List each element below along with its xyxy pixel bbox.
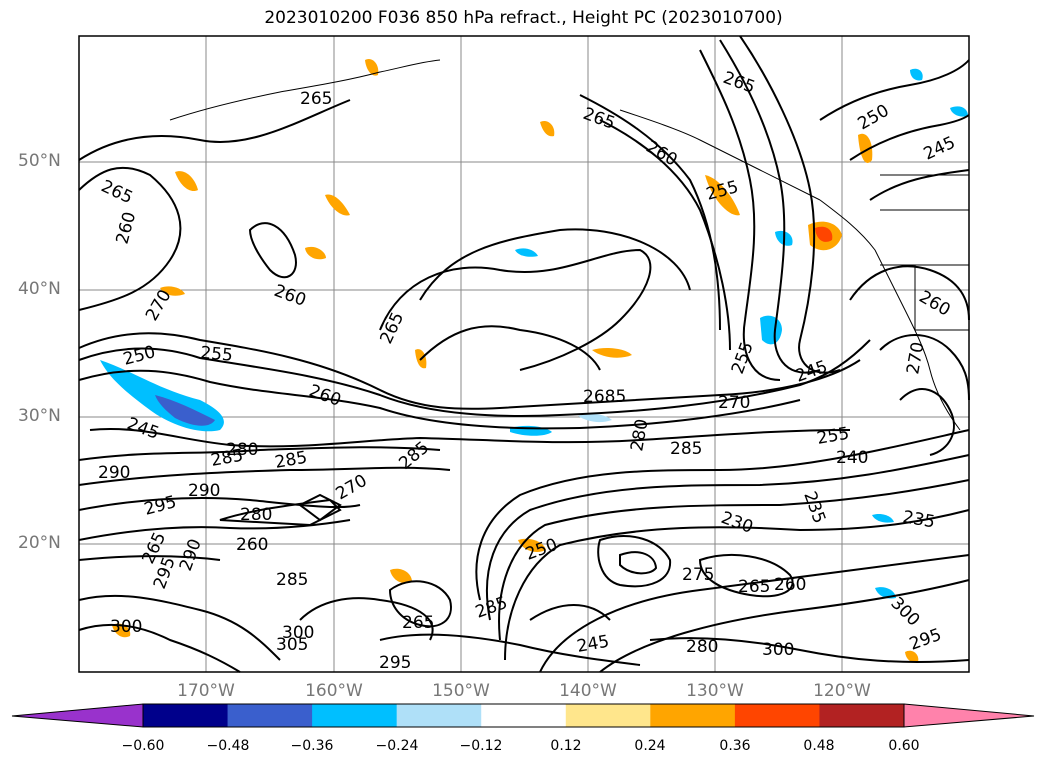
positive-anomaly-patch [160, 286, 185, 296]
contour-label: 265 [300, 89, 332, 109]
contour-label: 265 [402, 613, 434, 633]
colorbar-segment [481, 704, 567, 727]
contour-label: 290 [188, 481, 220, 501]
contour-label: 280 [226, 440, 258, 460]
contour-label: 2685 [583, 387, 626, 407]
colorbar-extend-low [11, 703, 144, 728]
positive-anomaly-patch [815, 226, 833, 242]
lat-label-30n: 30°N [18, 406, 61, 426]
colorbar-segment [227, 704, 313, 727]
lat-label-20n: 20°N [18, 533, 61, 553]
colorbar-tick-label: 0.36 [719, 738, 751, 754]
colorbar-segments [143, 704, 905, 727]
contour-label: 300 [110, 617, 142, 637]
colorbar-extend-high [903, 703, 1035, 728]
lon-label-140w: 140°W [559, 681, 617, 701]
contour-label: 295 [379, 653, 411, 673]
negative-anomaly-patch [155, 395, 215, 426]
colorbar-segment [396, 704, 482, 727]
colorbar-tick-label: −0.60 [121, 738, 165, 754]
map-title: 2023010200 F036 850 hPa refract., Height… [264, 8, 783, 28]
negative-anomaly-patch [872, 513, 894, 523]
negative-anomaly-patch [578, 413, 612, 423]
lon-label-130w: 130°W [686, 681, 744, 701]
height-contours [78, 35, 970, 673]
positive-anomaly-patch [705, 175, 740, 216]
contour-label: 300 [762, 640, 794, 660]
colorbar [11, 703, 1035, 728]
lat-label-50n: 50°N [18, 151, 61, 171]
positive-anomaly-patch [175, 171, 198, 192]
contour-label: 255 [200, 343, 234, 366]
lat-label-40n: 40°N [18, 279, 61, 299]
contour-label: 290 [98, 463, 130, 483]
colorbar-segment [565, 704, 651, 727]
contour-label: 300 [282, 623, 314, 643]
colorbar-tick-label: 0.24 [634, 738, 666, 754]
colorbar-segment [734, 704, 820, 727]
contour-label: 305 [276, 635, 308, 655]
colorbar-tick-label: 0.12 [550, 738, 582, 754]
colorbar-border [142, 703, 905, 728]
contour-label: 260 [236, 535, 268, 555]
contour-label: 270 [718, 393, 750, 413]
lon-label-160w: 160°W [305, 681, 363, 701]
positive-anomaly-patch [112, 623, 131, 638]
positive-anomaly-patch [905, 650, 919, 663]
positive-anomaly-patch [592, 347, 632, 358]
contour-label: 265 [738, 577, 770, 597]
contour-label: 285 [670, 439, 702, 459]
contour-label: 260 [774, 575, 806, 595]
negative-anomaly-patch [950, 106, 968, 117]
colorbar-tick-label: −0.24 [375, 738, 419, 754]
colorbar-tick-label: 0.60 [888, 738, 920, 754]
lon-label-120w: 120°W [813, 681, 871, 701]
negative-anomaly-patch [910, 68, 923, 81]
positive-anomaly-patch [858, 133, 873, 163]
colorbar-tick-label: −0.48 [206, 738, 250, 754]
colorbar-tick-label: 0.48 [803, 738, 835, 754]
positive-anomaly-patch [540, 120, 555, 137]
graticule [79, 36, 969, 672]
colorbar-segment [650, 704, 736, 727]
colorbar-segment [143, 704, 229, 727]
colorbar-tick-label: −0.36 [290, 738, 334, 754]
positive-anomaly-patch [390, 568, 412, 584]
coastlines [169, 59, 969, 431]
contour-label: 275 [682, 565, 714, 585]
positive-anomaly-patch [325, 194, 350, 216]
colorbar-segment [312, 704, 398, 727]
contour-label: 280 [240, 505, 272, 525]
colorbar-segment [819, 704, 905, 727]
positive-anomaly-patch [305, 246, 326, 260]
contour-label: 240 [836, 448, 868, 468]
positive-anomaly-patch [365, 58, 379, 76]
contour-label: 285 [276, 570, 308, 590]
lon-label-150w: 150°W [432, 681, 490, 701]
map-border [78, 35, 970, 673]
negative-anomaly-patch [515, 248, 538, 257]
colorbar-tick-label: −0.12 [459, 738, 503, 754]
contour-label: 280 [686, 637, 718, 657]
lon-label-170w: 170°W [177, 681, 235, 701]
